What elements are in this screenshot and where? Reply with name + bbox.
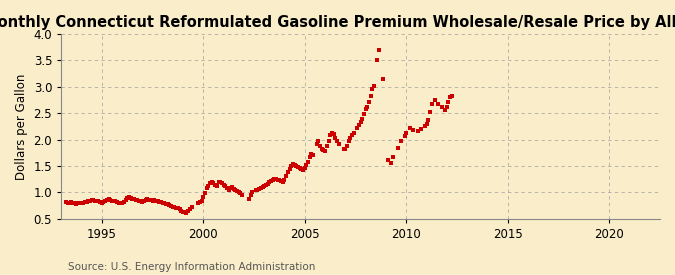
Title: Monthly Connecticut Reformulated Gasoline Premium Wholesale/Resale Price by All : Monthly Connecticut Reformulated Gasolin… [0, 15, 675, 30]
Text: Source: U.S. Energy Information Administration: Source: U.S. Energy Information Administ… [68, 262, 315, 272]
Y-axis label: Dollars per Gallon: Dollars per Gallon [15, 73, 28, 180]
